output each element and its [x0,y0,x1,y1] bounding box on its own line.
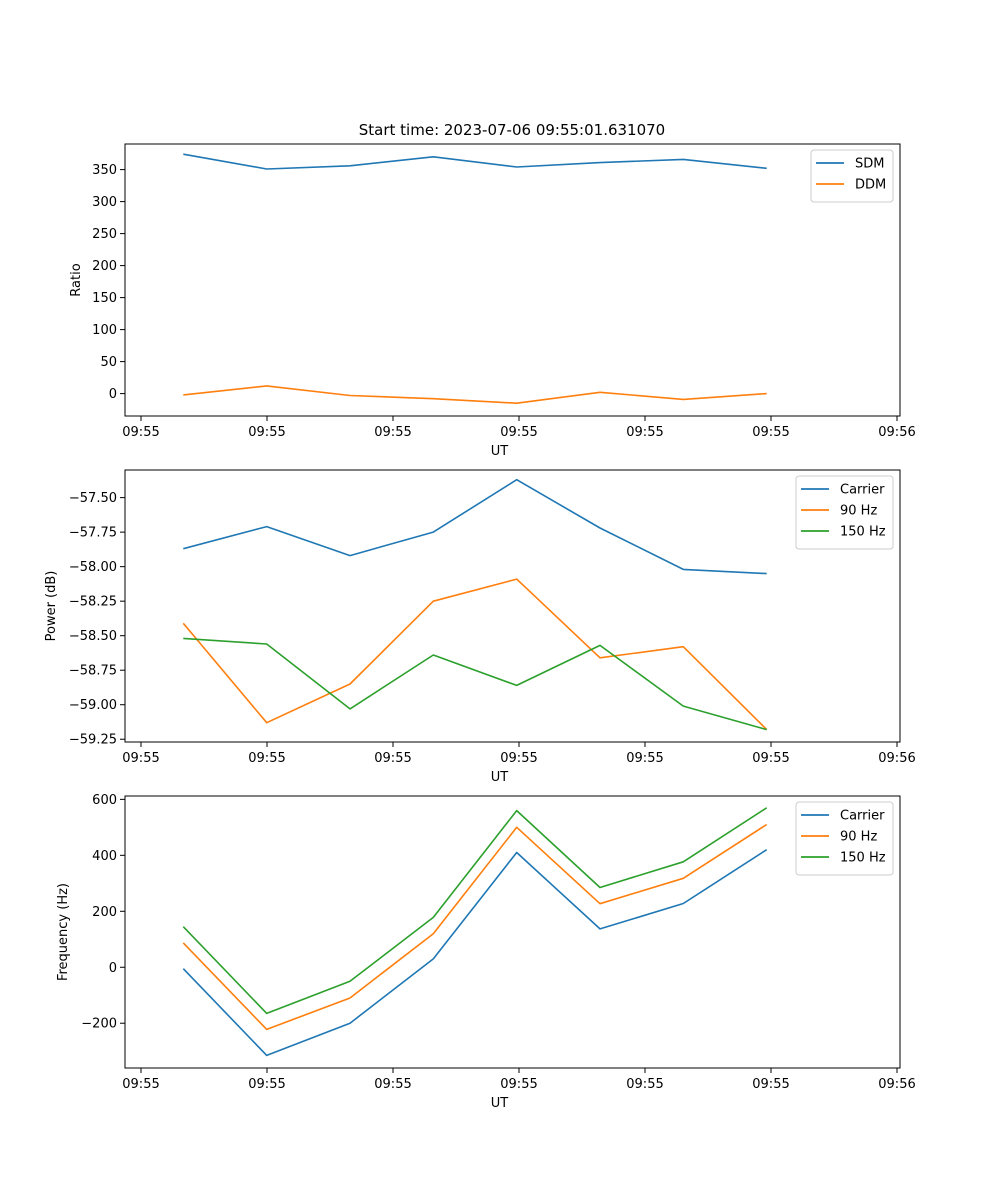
y-tick-label: 150 [92,291,117,306]
y-tick-label: 0 [109,961,117,976]
x-tick-label: 09:55 [500,425,537,440]
y-tick-label: 0 [109,387,117,402]
y-tick-label: 200 [92,259,117,274]
axes-frame [124,469,901,743]
axes-frame [124,795,901,1069]
series-line-sdm [183,153,767,170]
subplots: 09:55 09:55 09:55 09:55 09:55 09:55 09:56 0 50 10… [44,143,916,1111]
series-line-150-hz [183,637,767,731]
subplot-1: 09:55 09:55 09:55 09:55 09:55 09:55 09:56 0 50 10… [69,143,916,459]
x-tick-label: 09:55 [374,751,411,766]
legend-label: SDM [855,157,884,172]
x-tick-label: 09:56 [878,425,915,440]
x-tick-label: 09:55 [626,425,663,440]
x-tick-label: 09:55 [752,425,789,440]
x-tick-label: 09:55 [500,1077,537,1092]
y-tick-label: −59.00 [69,698,117,713]
series-line-ddm [183,385,767,405]
legend-label: 90 Hz [840,830,877,845]
x-tick-label: 09:55 [122,751,159,766]
y-tick-label: −58.25 [69,595,117,610]
x-tick-label: 09:55 [248,425,285,440]
y-tick-label: −58.00 [69,560,117,575]
x-tick-label: 09:55 [752,1077,789,1092]
series-line-90-hz [182,823,768,1031]
subplot-2: 09:55 09:55 09:55 09:55 09:55 09:55 09:56 −57.5… [44,469,916,785]
x-tick-label: 09:55 [374,1077,411,1092]
legend-label: Carrier [840,809,885,824]
y-tick-label: 400 [92,849,117,864]
y-tick-label: 100 [92,323,117,338]
series-line-carrier [182,849,768,1057]
series-line-90-hz [182,578,768,731]
y-tick-label: 300 [92,195,117,210]
legend-label: DDM [855,178,886,193]
x-tick-label: 09:55 [626,751,663,766]
subplot-3: 09:55 09:55 09:55 09:55 09:55 09:55 09:56 −200 0… [56,793,916,1111]
x-tick-label: 09:55 [752,751,789,766]
x-tick-label: 09:55 [122,425,159,440]
x-tick-label: 09:55 [500,751,537,766]
legend-label: 150 Hz [840,525,886,540]
x-tick-label: 09:55 [374,425,411,440]
x-axis-label: UT [491,770,509,785]
y-tick-label: −200 [81,1017,117,1032]
legend-label: 150 Hz [840,851,886,866]
x-tick-label: 09:55 [248,751,285,766]
legend-label: Carrier [840,483,885,498]
y-axis-label: Frequency (Hz) [56,883,71,981]
series-line-carrier [183,478,767,575]
series-line-150-hz [182,807,768,1015]
legend: Carrier 90 Hz 150 Hz [795,475,894,550]
x-tick-label: 09:55 [248,1077,285,1092]
x-tick-label: 09:56 [878,751,915,766]
y-tick-label: −57.75 [69,526,117,541]
x-tick-label: 09:56 [878,1077,915,1092]
x-tick-label: 09:55 [122,1077,159,1092]
legend-label: 90 Hz [840,504,877,519]
figure-title: Start time: 2023-07-06 09:55:01.631070 [359,121,665,139]
legend: SDM DDM [810,149,894,203]
y-tick-label: 50 [100,355,117,370]
y-tick-label: 250 [92,227,117,242]
legend: Carrier 90 Hz 150 Hz [795,801,894,876]
y-tick-label: 600 [92,793,117,808]
y-tick-label: 350 [92,163,117,178]
axes-frame [124,143,901,417]
y-tick-label: −59.25 [69,733,117,748]
y-axis-label: Power (dB) [44,571,59,642]
y-tick-label: −58.50 [69,629,117,644]
x-tick-label: 09:55 [626,1077,663,1092]
x-axis-label: UT [491,1096,509,1111]
y-axis-label: Ratio [69,263,84,296]
y-tick-label: 200 [92,905,117,920]
y-tick-label: −58.75 [69,664,117,679]
y-tick-label: −57.50 [69,491,117,506]
x-axis-label: UT [491,444,509,459]
